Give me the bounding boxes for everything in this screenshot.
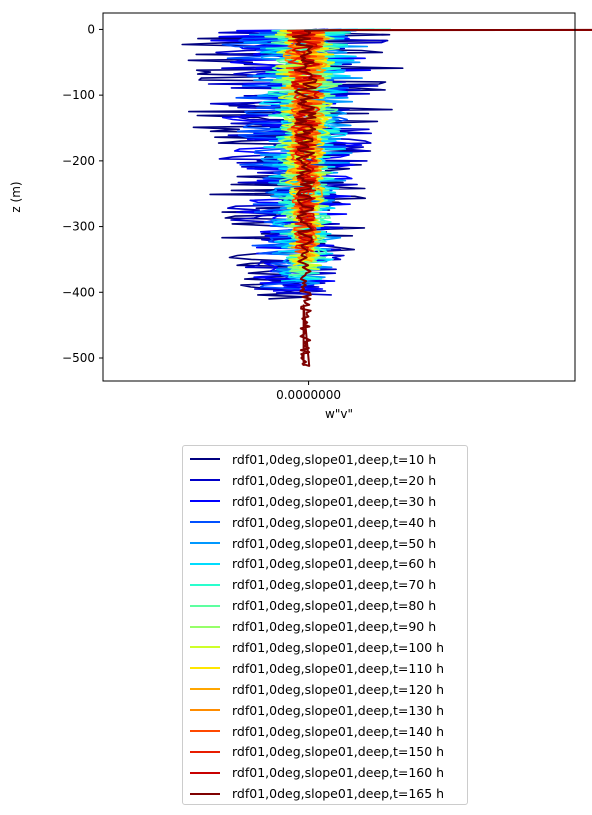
legend-item: rdf01,0deg,slope01,deep,t=120 h <box>183 679 467 700</box>
legend-swatch <box>190 563 220 565</box>
legend-label: rdf01,0deg,slope01,deep,t=80 h <box>232 598 436 613</box>
legend-label: rdf01,0deg,slope01,deep,t=50 h <box>232 536 436 551</box>
legend-label: rdf01,0deg,slope01,deep,t=60 h <box>232 556 436 571</box>
legend-label: rdf01,0deg,slope01,deep,t=20 h <box>232 473 436 488</box>
legend-swatch <box>190 646 220 648</box>
legend-label: rdf01,0deg,slope01,deep,t=30 h <box>232 494 436 509</box>
legend-swatch <box>190 521 220 523</box>
legend-item: rdf01,0deg,slope01,deep,t=80 h <box>183 595 467 616</box>
x-axis: 0.00000000.00000250.00000500.00000750.00… <box>276 381 592 402</box>
legend-swatch <box>190 667 220 669</box>
legend-swatch <box>190 626 220 628</box>
legend-label: rdf01,0deg,slope01,deep,t=110 h <box>232 661 444 676</box>
legend-swatch <box>190 709 220 711</box>
legend-swatch <box>190 479 220 481</box>
legend-label: rdf01,0deg,slope01,deep,t=70 h <box>232 577 436 592</box>
legend-label: rdf01,0deg,slope01,deep,t=140 h <box>232 724 444 739</box>
legend-label: rdf01,0deg,slope01,deep,t=120 h <box>232 682 444 697</box>
y-tick-label: −100 <box>62 88 95 102</box>
x-tick-label: 0.0000000 <box>276 388 341 402</box>
legend-label: rdf01,0deg,slope01,deep,t=10 h <box>232 452 436 467</box>
y-axis-label: z (m) <box>9 181 23 212</box>
legend-item: rdf01,0deg,slope01,deep,t=110 h <box>183 658 467 679</box>
legend-swatch <box>190 458 220 460</box>
legend-item: rdf01,0deg,slope01,deep,t=160 h <box>183 762 467 783</box>
legend-label: rdf01,0deg,slope01,deep,t=150 h <box>232 744 444 759</box>
legend-label: rdf01,0deg,slope01,deep,t=130 h <box>232 703 444 718</box>
legend: rdf01,0deg,slope01,deep,t=10 h rdf01,0deg… <box>182 445 468 805</box>
legend-item: rdf01,0deg,slope01,deep,t=165 h <box>183 783 467 804</box>
legend-label: rdf01,0deg,slope01,deep,t=90 h <box>232 619 436 634</box>
legend-item: rdf01,0deg,slope01,deep,t=40 h <box>183 512 467 533</box>
legend-item: rdf01,0deg,slope01,deep,t=20 h <box>183 470 467 491</box>
series-layer <box>182 29 592 366</box>
y-tick-label: −200 <box>62 154 95 168</box>
legend-item: rdf01,0deg,slope01,deep,t=30 h <box>183 491 467 512</box>
legend-item: rdf01,0deg,slope01,deep,t=140 h <box>183 721 467 742</box>
x-axis-label: w"v" <box>325 407 353 421</box>
legend-item: rdf01,0deg,slope01,deep,t=60 h <box>183 553 467 574</box>
legend-item: rdf01,0deg,slope01,deep,t=70 h <box>183 574 467 595</box>
y-tick-label: −300 <box>62 220 95 234</box>
legend-item: rdf01,0deg,slope01,deep,t=130 h <box>183 700 467 721</box>
legend-item: rdf01,0deg,slope01,deep,t=10 h <box>183 449 467 470</box>
legend-item: rdf01,0deg,slope01,deep,t=90 h <box>183 616 467 637</box>
chart-canvas: 0.00000000.00000250.00000500.00000750.00… <box>0 0 592 440</box>
legend-item: rdf01,0deg,slope01,deep,t=50 h <box>183 533 467 554</box>
legend-label: rdf01,0deg,slope01,deep,t=100 h <box>232 640 444 655</box>
legend-swatch <box>190 688 220 690</box>
legend-label: rdf01,0deg,slope01,deep,t=165 h <box>232 786 444 801</box>
legend-label: rdf01,0deg,slope01,deep,t=160 h <box>232 765 444 780</box>
y-axis: 0 −100 −200 −300 −400 −500 <box>62 22 103 365</box>
y-tick-label: −500 <box>62 351 95 365</box>
legend-item: rdf01,0deg,slope01,deep,t=100 h <box>183 637 467 658</box>
legend-label: rdf01,0deg,slope01,deep,t=40 h <box>232 515 436 530</box>
legend-swatch <box>190 500 220 502</box>
legend-swatch <box>190 793 220 795</box>
legend-item: rdf01,0deg,slope01,deep,t=150 h <box>183 741 467 762</box>
legend-swatch <box>190 751 220 753</box>
legend-swatch <box>190 584 220 586</box>
legend-swatch <box>190 730 220 732</box>
legend-swatch <box>190 605 220 607</box>
legend-swatch <box>190 772 220 774</box>
y-tick-label: −400 <box>62 285 95 299</box>
y-tick-label: 0 <box>87 22 95 36</box>
legend-swatch <box>190 542 220 544</box>
